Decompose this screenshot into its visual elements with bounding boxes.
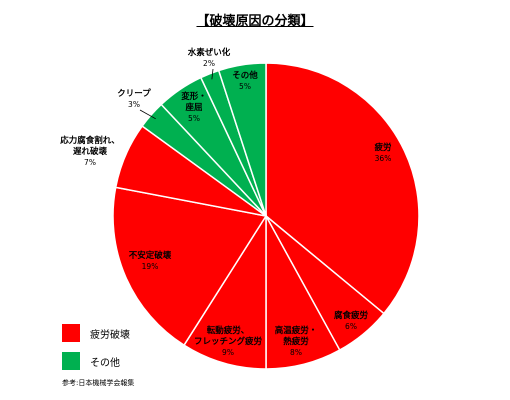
source-note: 参考:日本機械学会報集 [62,379,135,387]
chart-title: 【破壊原因の分類】 [196,14,314,29]
slice-5-label: 不安定破壊 19% [129,250,172,271]
slice-9-percent: 2% [203,59,215,68]
slice-8-percent: 5% [188,114,200,123]
legend-label-other: その他 [90,357,120,369]
slice-3-label: 高温疲労・熱疲労 8% [275,325,318,357]
slice-10 [217,62,267,217]
slice-4 [182,213,267,370]
slice-1 [265,62,420,315]
slice-3-percent: 8% [290,348,302,357]
slice-7-leader [139,109,156,120]
legend-item-fatigue: 疲労破壊 [62,322,130,344]
slice-5 [112,186,268,347]
slice-7-percent: 3% [128,100,140,109]
legend-item-other: その他 [62,350,130,372]
slice-4-percent: 9% [222,348,234,357]
slice-1-percent: 36% [375,154,392,163]
slice-8-label: 変形・座屈 5% [181,91,207,123]
slice-1-label: 疲労 36% [374,142,392,163]
slice-7-label: クリープ 3% [117,88,151,109]
slice-10-label: その他 5% [232,70,258,91]
legend-label-fatigue: 疲労破壊 [90,329,130,341]
slice-2-percent: 6% [345,322,357,331]
slice-2-label: 腐食疲労 6% [334,310,369,331]
legend: 疲労破壊 その他 [62,322,130,378]
slice-9-label: 水素ぜい化 2% [187,47,231,68]
slice-6-label: 応力腐食割れ、遅れ破壊 7% [59,135,120,167]
slice-5-percent: 19% [142,262,159,271]
slice-10-percent: 5% [239,82,251,91]
slice-9-leader [211,68,214,80]
legend-swatch-fatigue [62,324,80,342]
slice-4-label: 転動疲労、フレッチング疲労 9% [194,325,263,357]
legend-swatch-other [62,352,80,370]
slice-6-percent: 7% [84,158,96,167]
